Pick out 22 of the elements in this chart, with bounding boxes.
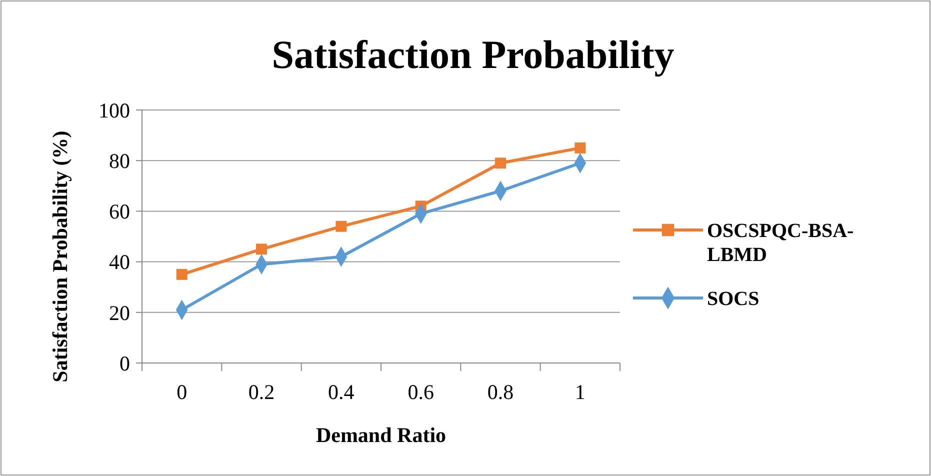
x-tick-label: 0.8 [487, 380, 514, 404]
y-tick-label: 100 [98, 98, 130, 122]
point [336, 220, 347, 232]
x-tick-label: 0.6 [408, 380, 434, 404]
y-tick-label: 20 [109, 300, 130, 325]
y-tick-label: 80 [109, 148, 130, 173]
legend-label: OSCSPQC-BSA-LBMD [707, 220, 854, 266]
x-tick-label: 0.2 [248, 380, 275, 404]
point [574, 142, 586, 154]
y-tick-label: 0 [120, 351, 130, 376]
x-tick-label: 0.4 [328, 380, 355, 404]
y-tick-label: 60 [109, 200, 130, 224]
chart-title: Satisfaction Probability [272, 32, 674, 77]
x-axis-title: Demand Ratio [316, 423, 446, 447]
x-tick-label: 1 [574, 380, 586, 404]
point [176, 268, 188, 280]
y-axis-title: Satisfaction Probability (%) [48, 130, 72, 382]
point [256, 244, 267, 255]
point [495, 158, 506, 169]
y-tick-label: 40 [109, 250, 130, 274]
x-tick-label: 0 [176, 380, 188, 404]
legend-label: SOCS [707, 288, 760, 310]
